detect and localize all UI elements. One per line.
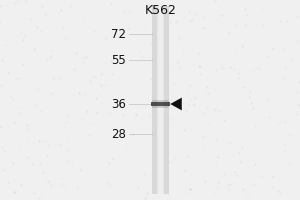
Bar [158,6,163,194]
Text: 36: 36 [111,98,126,110]
Text: 72: 72 [111,27,126,40]
Text: K562: K562 [145,4,176,18]
Bar [152,100,169,102]
Bar [152,106,169,108]
Polygon shape [170,98,182,110]
Text: 55: 55 [111,53,126,66]
Text: 28: 28 [111,128,126,141]
Bar [157,6,164,194]
Bar [152,102,170,106]
Bar [152,6,169,194]
